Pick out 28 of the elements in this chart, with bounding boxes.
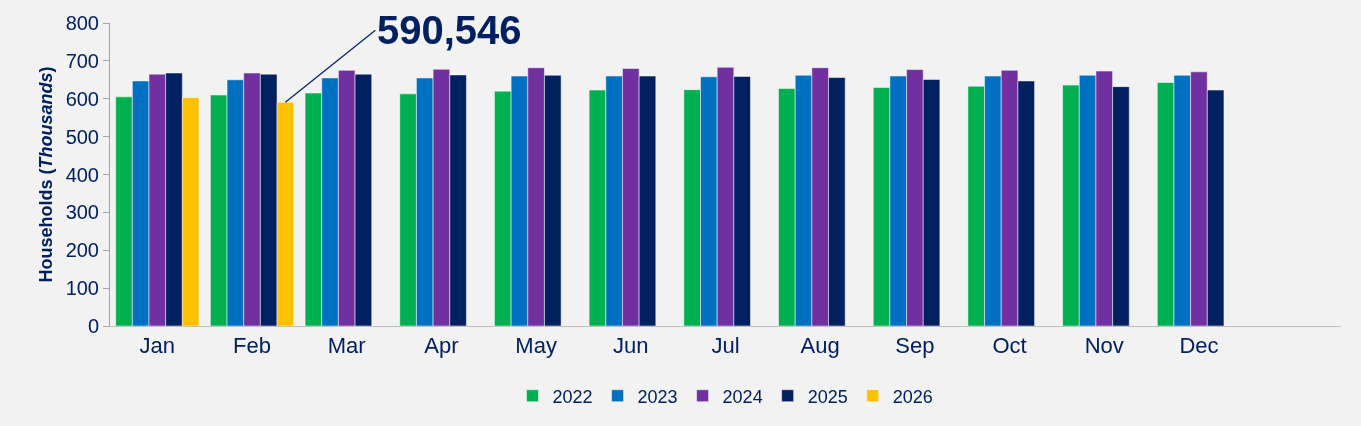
x-tick-label: Nov	[1084, 333, 1124, 359]
y-tick-label: 600	[65, 87, 99, 110]
x-tick-label: Dec	[1179, 333, 1219, 359]
annotation: 590,546	[377, 8, 522, 52]
legend-label: 2024	[722, 386, 763, 407]
y-tick-label: 100	[65, 277, 99, 300]
x-tick-label: Apr	[424, 333, 459, 359]
legend-label: 2025	[807, 386, 848, 407]
y-tick-label: 200	[65, 239, 99, 262]
y-tick-label: 0	[87, 315, 99, 337]
y-tick-label: 300	[65, 201, 99, 224]
legend-label: 2026	[892, 386, 933, 407]
x-tick-label: Sep	[895, 333, 935, 359]
y-axis-title: Households (Thousands)	[35, 66, 56, 283]
legend-label: 2023	[637, 386, 678, 407]
x-tick-label: Jul	[711, 333, 740, 359]
x-tick-label: Aug	[800, 333, 840, 359]
y-tick-label: 400	[65, 163, 99, 186]
legend-label: 2022	[552, 386, 593, 407]
x-tick-label: Feb	[233, 333, 271, 359]
x-tick-label: Jun	[613, 333, 649, 359]
y-tick-label: 800	[65, 12, 99, 34]
x-tick-label: Mar	[327, 333, 366, 359]
y-tick-label: 700	[65, 49, 99, 72]
x-tick-label: Oct	[992, 333, 1027, 359]
x-tick-label: Jan	[139, 333, 176, 359]
y-tick-label: 500	[65, 125, 99, 148]
x-tick-label: May	[515, 333, 557, 359]
